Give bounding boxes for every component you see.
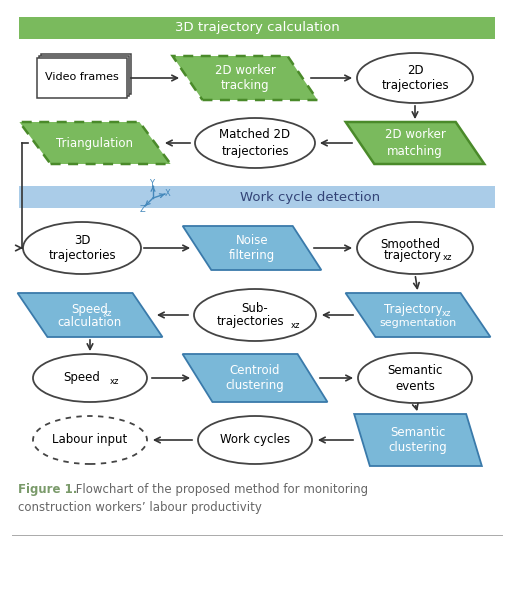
- Text: Figure 1.: Figure 1.: [18, 484, 78, 496]
- Text: xz: xz: [290, 321, 300, 329]
- Text: xz: xz: [443, 253, 452, 262]
- Ellipse shape: [194, 289, 316, 341]
- FancyBboxPatch shape: [37, 58, 127, 98]
- Text: Flowchart of the proposed method for monitoring: Flowchart of the proposed method for mon…: [72, 484, 368, 496]
- Text: 3D trajectory calculation: 3D trajectory calculation: [175, 22, 339, 34]
- Text: 2D worker
tracking: 2D worker tracking: [214, 63, 276, 92]
- Polygon shape: [20, 122, 171, 164]
- Text: Video frames: Video frames: [45, 72, 119, 82]
- Text: construction workers’ labour productivity: construction workers’ labour productivit…: [18, 500, 262, 514]
- Text: X: X: [165, 189, 171, 198]
- FancyBboxPatch shape: [19, 17, 495, 39]
- Ellipse shape: [33, 416, 147, 464]
- Ellipse shape: [358, 353, 472, 403]
- Polygon shape: [182, 226, 321, 270]
- Text: xz: xz: [442, 309, 451, 318]
- Text: Noise
filtering: Noise filtering: [229, 233, 275, 262]
- Text: segmentation: segmentation: [379, 318, 456, 328]
- Text: Labour input: Labour input: [52, 434, 127, 446]
- Text: Y: Y: [150, 178, 155, 188]
- Text: xz: xz: [109, 376, 119, 385]
- Polygon shape: [182, 354, 327, 402]
- Ellipse shape: [33, 354, 147, 402]
- Polygon shape: [346, 122, 484, 164]
- FancyBboxPatch shape: [41, 54, 131, 94]
- Polygon shape: [17, 293, 162, 337]
- Text: Smoothed: Smoothed: [380, 238, 440, 250]
- Text: Matched 2D
trajectories: Matched 2D trajectories: [219, 128, 290, 157]
- Ellipse shape: [198, 416, 312, 464]
- FancyBboxPatch shape: [39, 56, 129, 96]
- Text: Semantic
clustering: Semantic clustering: [389, 426, 447, 455]
- Text: 2D
trajectories: 2D trajectories: [381, 63, 449, 92]
- Text: Semantic
events: Semantic events: [388, 364, 443, 393]
- Text: Speed: Speed: [64, 371, 100, 385]
- Text: Triangulation: Triangulation: [57, 136, 134, 150]
- Text: 2D worker
matching: 2D worker matching: [384, 128, 446, 157]
- Ellipse shape: [23, 222, 141, 274]
- FancyBboxPatch shape: [19, 186, 495, 208]
- Ellipse shape: [195, 118, 315, 168]
- Text: calculation: calculation: [58, 317, 122, 329]
- Ellipse shape: [357, 222, 473, 274]
- Text: Trajectory: Trajectory: [383, 303, 443, 317]
- Text: trajectory: trajectory: [384, 250, 442, 262]
- Text: Centroid
clustering: Centroid clustering: [226, 364, 284, 393]
- Ellipse shape: [357, 53, 473, 103]
- Text: Speed: Speed: [71, 303, 108, 317]
- Text: Sub-: Sub-: [242, 302, 268, 315]
- Text: xz: xz: [102, 309, 112, 318]
- Polygon shape: [345, 293, 490, 337]
- Polygon shape: [173, 56, 318, 100]
- Text: trajectories: trajectories: [216, 315, 284, 329]
- Text: Z: Z: [140, 204, 146, 213]
- Text: Work cycle detection: Work cycle detection: [240, 191, 380, 203]
- Text: 3D
trajectories: 3D trajectories: [48, 233, 116, 262]
- Text: Work cycles: Work cycles: [220, 434, 290, 446]
- Polygon shape: [354, 414, 482, 466]
